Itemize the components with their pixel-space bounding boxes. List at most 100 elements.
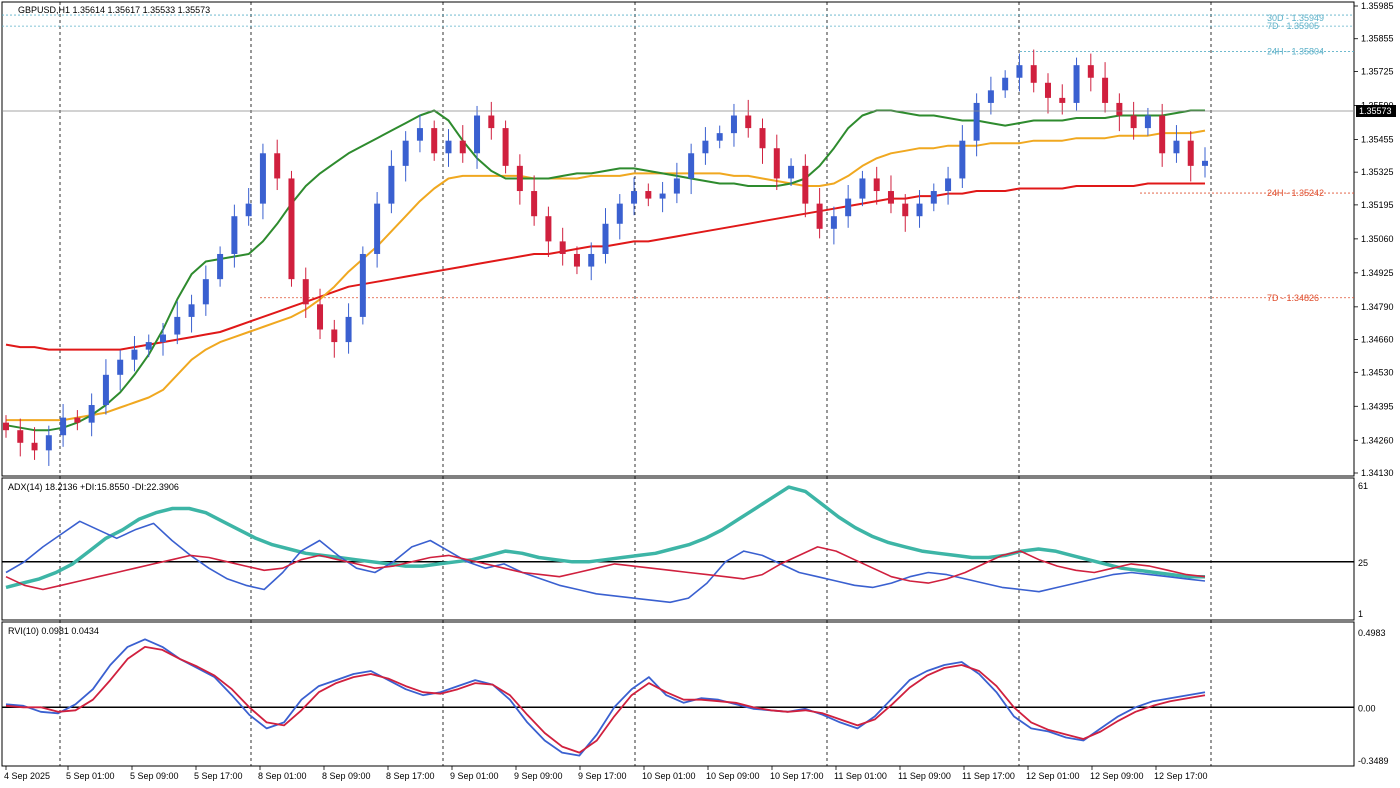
candle-body xyxy=(930,191,937,204)
candle-body xyxy=(573,253,580,267)
adx-series-2 xyxy=(5,546,1206,591)
rvi-lines xyxy=(2,638,1354,757)
candle-body xyxy=(802,165,809,204)
time-label: 12 Sep 09:00 xyxy=(1090,771,1144,781)
candle-body xyxy=(559,241,566,254)
time-label: 10 Sep 17:00 xyxy=(770,771,824,781)
price-tick-label: 1.34790 xyxy=(1361,302,1394,312)
candle-body xyxy=(616,203,623,224)
candle-body xyxy=(959,140,966,179)
price-level-label: 24H - 1.35804 xyxy=(1267,47,1324,57)
candle-body xyxy=(160,334,167,343)
candle-body xyxy=(202,279,209,305)
candle-body xyxy=(645,191,652,199)
price-panel[interactable] xyxy=(1,1,1355,477)
time-label: 8 Sep 09:00 xyxy=(322,771,371,781)
day-separators xyxy=(59,2,1212,766)
candle-body xyxy=(588,253,595,267)
time-label: 11 Sep 17:00 xyxy=(962,771,1015,781)
price-tick-label: 1.34925 xyxy=(1361,268,1394,278)
candle-body xyxy=(474,115,481,154)
time-label: 5 Sep 17:00 xyxy=(194,771,243,781)
candle-body xyxy=(259,153,266,204)
candle-body xyxy=(288,178,295,280)
time-label: 11 Sep 01:00 xyxy=(834,771,887,781)
candle-body xyxy=(688,153,695,179)
time-label: 5 Sep 01:00 xyxy=(66,771,115,781)
candles xyxy=(3,49,1208,466)
candle-body xyxy=(1187,140,1194,166)
candle-body xyxy=(716,133,723,141)
sma-fast-line xyxy=(5,109,1205,432)
candle-body xyxy=(1073,65,1080,103)
candle-body xyxy=(531,191,538,217)
candle-body xyxy=(973,102,980,141)
candle-body xyxy=(1002,77,1009,91)
rvi-tick-label: -0.3489 xyxy=(1358,756,1389,766)
rvi-tick-label: 0.4983 xyxy=(1358,628,1386,638)
candle-body xyxy=(916,203,923,217)
candle-body xyxy=(416,128,423,141)
price-level-label: 7D - 1.34826 xyxy=(1267,293,1319,303)
time-label: 9 Sep 17:00 xyxy=(578,771,627,781)
price-axis: 1.359851.358551.357251.355901.354551.353… xyxy=(1354,1,1394,478)
candle-body xyxy=(245,203,252,217)
candle-body xyxy=(1173,140,1180,154)
candle-body xyxy=(1087,65,1094,78)
price-level-label: 7D - 1.35905 xyxy=(1267,21,1319,31)
time-label: 12 Sep 01:00 xyxy=(1026,771,1080,781)
candle-body xyxy=(1130,115,1137,129)
candle-body xyxy=(816,203,823,229)
candle-body xyxy=(188,304,195,317)
time-label: 8 Sep 01:00 xyxy=(258,771,307,781)
candle-body xyxy=(1159,115,1166,154)
candle-body xyxy=(1016,65,1023,78)
adx-tick-label: 61 xyxy=(1358,481,1368,491)
time-label: 10 Sep 09:00 xyxy=(706,771,760,781)
candle-body xyxy=(60,417,67,436)
adx-series-1 xyxy=(5,520,1206,604)
time-label: 9 Sep 01:00 xyxy=(450,771,499,781)
candle-body xyxy=(88,405,95,423)
price-tick-label: 1.35060 xyxy=(1361,234,1394,244)
price-tick-label: 1.34395 xyxy=(1361,401,1394,411)
candle-body xyxy=(45,435,52,451)
price-tick-label: 1.34260 xyxy=(1361,435,1394,445)
price-level-label: 30D - 1.35949 xyxy=(1267,13,1324,23)
time-label: 12 Sep 17:00 xyxy=(1154,771,1208,781)
candle-body xyxy=(1030,65,1037,83)
price-tick-label: 1.34660 xyxy=(1361,335,1394,345)
candle-body xyxy=(217,253,224,280)
sma-mid-line xyxy=(6,129,1206,422)
candle-body xyxy=(502,128,509,166)
candle-body xyxy=(545,216,552,242)
adx-tick-label: 25 xyxy=(1358,558,1368,568)
rvi-panel[interactable] xyxy=(1,621,1355,767)
candle-body xyxy=(102,374,109,406)
price-tick-label: 1.35985 xyxy=(1361,1,1394,11)
candle-body xyxy=(516,165,523,192)
candle-body xyxy=(830,216,837,229)
sma-fast xyxy=(5,109,1205,432)
rvi-axis: 0.4983 0.00 -0.3489 xyxy=(1358,628,1389,766)
candle-body xyxy=(174,316,181,335)
candle-body xyxy=(887,191,894,204)
candle-body xyxy=(1202,160,1208,166)
candle-body xyxy=(1116,102,1123,116)
candle-body xyxy=(1059,97,1066,103)
candle-body xyxy=(945,178,952,192)
candle-body xyxy=(488,115,495,129)
candle-body xyxy=(145,342,152,350)
candle-body xyxy=(459,140,466,154)
price-tick-label: 1.35855 xyxy=(1361,34,1394,44)
candle-body xyxy=(117,359,124,375)
candle-body xyxy=(445,140,452,154)
candle-body xyxy=(745,115,752,129)
candle-body xyxy=(402,140,409,166)
candle-body xyxy=(788,165,795,179)
candle-body xyxy=(3,422,9,431)
price-tick-label: 1.34530 xyxy=(1361,367,1394,377)
candle-body xyxy=(231,216,238,254)
